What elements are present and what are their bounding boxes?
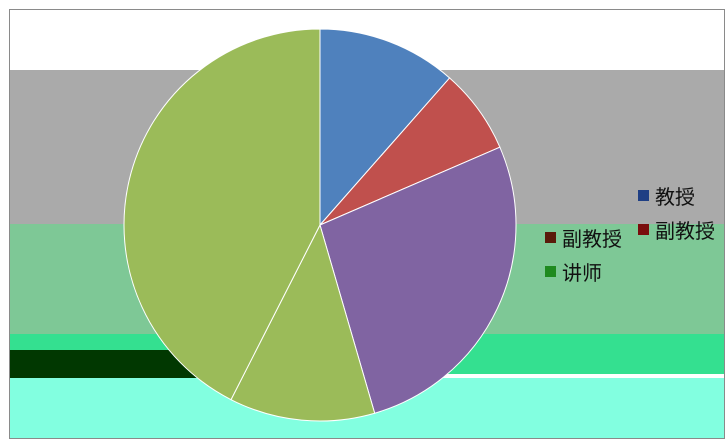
legend-swatch — [638, 223, 649, 235]
legend-lower-item-0: 副教授 — [545, 220, 622, 254]
legend-upper: 教授 副教授 — [638, 178, 715, 246]
pie-slice-0 — [319, 28, 451, 227]
legend-label: 讲师 — [562, 260, 602, 285]
pie-slice-3 — [230, 223, 376, 422]
chart-frame: 教授副教授 副教授讲师 — [9, 9, 725, 439]
pie-slice-2 — [319, 146, 517, 414]
legend-lower: 副教授 讲师 — [545, 220, 622, 288]
legend-label: 副教授 — [655, 218, 715, 243]
legend-label: 副教授 — [562, 226, 622, 251]
legend-upper-item-1: 副教授 — [638, 212, 715, 246]
legend-swatch — [638, 189, 649, 201]
legend-lower-item-1: 讲师 — [545, 254, 622, 288]
legend-label: 教授 — [655, 184, 695, 209]
pie-slice-4 — [123, 28, 321, 401]
pie-chart — [123, 28, 517, 422]
legend-swatch — [545, 231, 556, 243]
legend-upper-item-0: 教授 — [638, 178, 715, 212]
legend-swatch — [545, 265, 556, 277]
